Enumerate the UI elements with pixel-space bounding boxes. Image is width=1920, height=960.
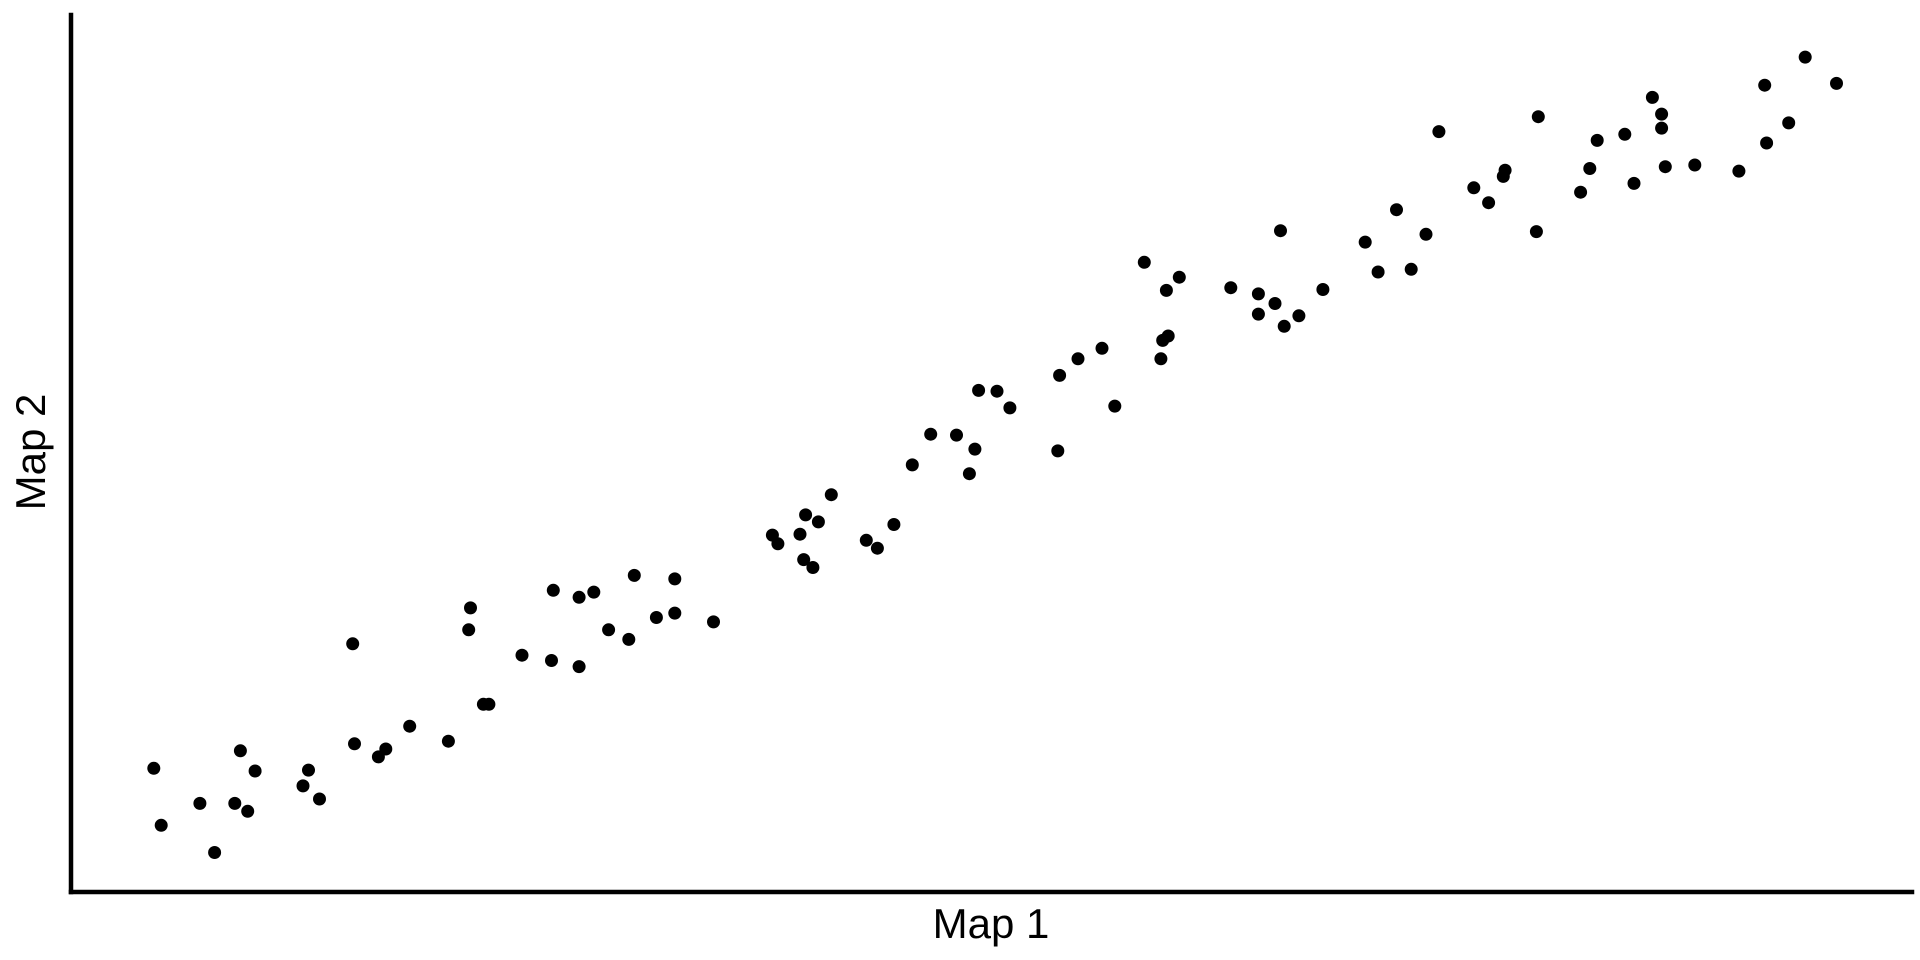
data-point	[1251, 307, 1265, 321]
data-point	[1268, 297, 1282, 310]
data-point	[1645, 90, 1659, 104]
data-point	[1574, 185, 1588, 199]
data-point	[1161, 329, 1175, 343]
data-point	[1003, 401, 1017, 415]
data-point	[1172, 270, 1186, 284]
data-point	[859, 533, 873, 547]
data-point	[793, 527, 807, 541]
data-point	[962, 467, 976, 481]
data-point	[990, 384, 1004, 398]
data-point	[824, 488, 838, 502]
data-point	[1658, 160, 1672, 174]
points-layer	[147, 50, 1843, 859]
data-point	[1688, 158, 1702, 172]
data-point	[649, 611, 663, 624]
data-point	[968, 442, 982, 456]
data-point	[193, 796, 207, 810]
data-point	[1159, 283, 1173, 297]
data-point	[1316, 283, 1330, 296]
data-point	[1432, 125, 1446, 139]
x-axis-label: Map 1	[933, 900, 1050, 947]
data-point	[545, 654, 558, 667]
y-axis-label: Map 2	[7, 394, 54, 511]
data-point	[627, 568, 641, 582]
data-point	[1529, 225, 1543, 239]
data-point	[1154, 352, 1168, 366]
data-point	[1482, 196, 1496, 210]
data-point	[208, 846, 222, 859]
data-point	[799, 508, 813, 522]
data-point	[622, 632, 636, 646]
data-point	[870, 541, 884, 555]
data-point	[1498, 163, 1512, 177]
data-point	[241, 804, 255, 818]
data-point	[1371, 265, 1385, 279]
data-point	[1627, 176, 1641, 190]
data-point	[1071, 352, 1085, 366]
data-point	[1531, 110, 1545, 124]
data-point	[950, 428, 963, 442]
data-point	[228, 796, 242, 810]
data-point	[1277, 319, 1291, 333]
data-point	[462, 623, 476, 637]
data-point	[668, 606, 682, 620]
data-point	[1419, 227, 1433, 241]
data-point	[464, 601, 477, 615]
data-point	[1051, 444, 1065, 458]
data-point	[806, 561, 820, 574]
data-point	[1053, 368, 1067, 382]
data-point	[1467, 181, 1481, 195]
data-point	[154, 818, 168, 832]
data-point	[546, 583, 560, 597]
data-point	[1095, 341, 1109, 355]
data-point	[1758, 78, 1772, 92]
data-point	[1618, 127, 1632, 141]
data-point	[403, 719, 417, 733]
data-point	[1830, 76, 1843, 90]
data-point	[233, 744, 247, 758]
data-point	[1137, 255, 1151, 269]
data-point	[248, 764, 262, 778]
data-point	[1760, 136, 1774, 150]
data-point	[1274, 224, 1287, 238]
data-point	[1224, 281, 1238, 295]
data-point	[379, 742, 393, 756]
data-point	[1390, 203, 1403, 217]
data-point	[924, 427, 938, 441]
data-point	[1358, 235, 1372, 249]
data-point	[771, 537, 785, 551]
data-point	[707, 615, 720, 629]
data-point	[887, 518, 901, 531]
data-point	[1655, 121, 1669, 135]
data-point	[1798, 50, 1812, 64]
data-point	[147, 761, 161, 775]
data-point	[348, 737, 361, 751]
data-point	[482, 697, 496, 711]
data-point	[1404, 262, 1418, 276]
data-point	[905, 458, 919, 472]
data-point	[1655, 107, 1669, 121]
data-point	[1251, 287, 1265, 301]
data-point	[972, 383, 986, 397]
data-point	[572, 660, 586, 674]
data-point	[1292, 309, 1306, 323]
data-point	[668, 572, 682, 586]
data-point	[302, 763, 315, 777]
data-point	[572, 590, 586, 604]
data-point	[1732, 164, 1746, 178]
data-point	[296, 779, 310, 793]
data-point	[587, 585, 601, 599]
data-point	[313, 792, 326, 806]
data-point	[797, 553, 811, 567]
data-point	[602, 623, 616, 637]
data-point	[1108, 399, 1122, 413]
data-point	[1590, 133, 1604, 147]
data-point	[1782, 116, 1796, 130]
data-point	[1583, 162, 1597, 175]
data-point	[811, 515, 825, 529]
data-point	[346, 637, 360, 651]
data-point	[441, 734, 455, 748]
data-point	[515, 648, 529, 662]
